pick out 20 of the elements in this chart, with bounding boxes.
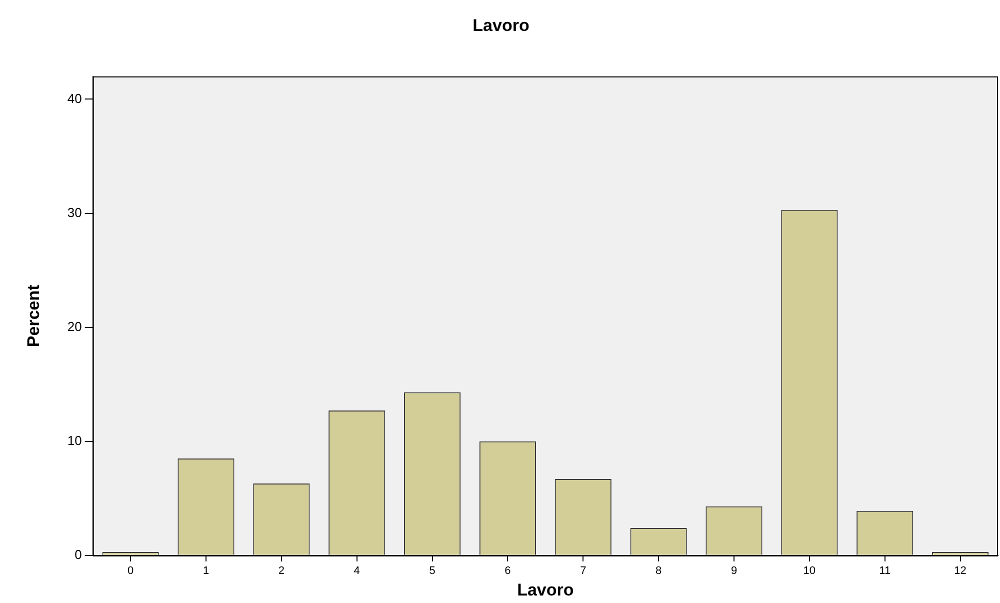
x-axis-title: Lavoro <box>517 580 574 600</box>
x-tick-label: 9 <box>730 565 738 578</box>
x-tick-label: 0 <box>128 565 134 578</box>
x-tick-label: 4 <box>354 565 360 578</box>
x-tick-label: 12 <box>954 565 966 578</box>
x-tick-label: 8 <box>656 565 662 578</box>
x-tick-label: 2 <box>278 565 284 578</box>
x-tick-label: 11 <box>879 565 891 578</box>
x-tick-label: 10 <box>803 565 816 578</box>
y-tick-label: 40 <box>67 90 82 106</box>
x-tick-label: 6 <box>504 565 511 578</box>
x-tick-label: 7 <box>580 565 586 578</box>
y-tick-label: 20 <box>67 318 82 334</box>
y-tick-label: 0 <box>74 546 82 562</box>
y-tick-label: 10 <box>67 432 82 448</box>
x-tick-label: 1 <box>202 565 210 578</box>
chart-title: Lavoro <box>472 16 530 35</box>
x-tick-label: 5 <box>429 565 436 578</box>
y-axis-title: Percent <box>24 284 43 348</box>
y-tick-label: 30 <box>67 204 82 220</box>
